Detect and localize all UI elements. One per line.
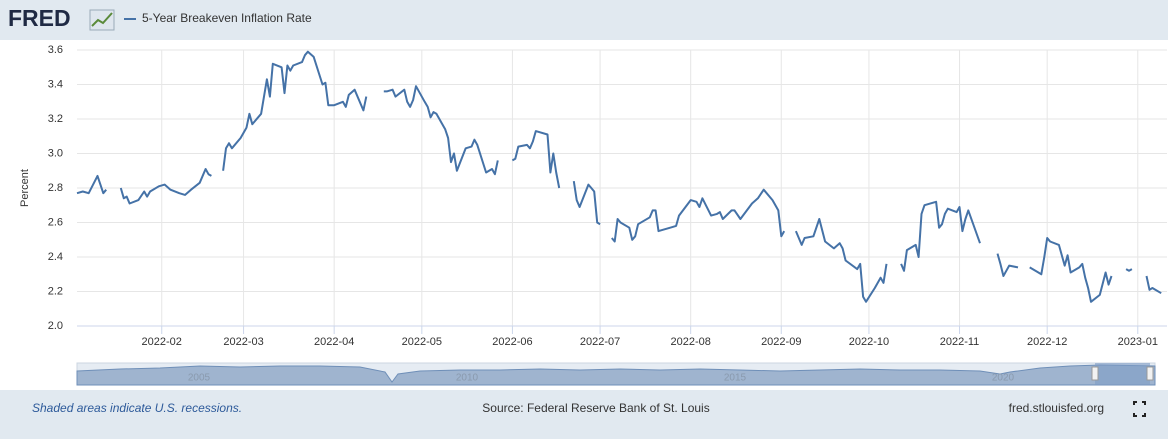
- logo-icon: [89, 9, 115, 31]
- legend-label: 5-Year Breakeven Inflation Rate: [142, 11, 312, 25]
- series-line: [1029, 237, 1113, 303]
- x-tick-label: 2022-07: [580, 336, 620, 348]
- series-line: [1145, 275, 1162, 295]
- series-line: [794, 218, 888, 303]
- y-tick-label: 2.6: [48, 216, 63, 228]
- logo: FRED: [8, 5, 71, 31]
- y-tick-label: 3.6: [48, 44, 63, 56]
- navigator-label: 2010: [456, 373, 479, 384]
- navigator-window[interactable]: [1095, 363, 1150, 385]
- navigator-handle[interactable]: [1146, 366, 1154, 381]
- y-tick-label: 2.8: [48, 182, 63, 194]
- series-line: [572, 180, 601, 226]
- series-line: [222, 50, 368, 171]
- site-link[interactable]: fred.stlouisfed.org: [1009, 401, 1104, 415]
- y-tick-label: 2.2: [48, 285, 63, 297]
- navigator-label: 2015: [724, 373, 747, 384]
- y-tick-label: 3.2: [48, 113, 63, 125]
- navigator-label: 2020: [992, 373, 1015, 384]
- y-axis-label: Percent: [19, 169, 31, 207]
- navigator-area: [76, 364, 1156, 386]
- fullscreen-icon[interactable]: [1133, 401, 1146, 417]
- x-tick-label: 2022-06: [492, 336, 532, 348]
- y-tick-label: 2.4: [48, 251, 63, 263]
- series-line: [119, 168, 212, 205]
- series-line: [1125, 268, 1133, 272]
- x-tick-label: 2023-01: [1118, 336, 1158, 348]
- recession-note: Shaded areas indicate U.S. recessions.: [32, 401, 242, 415]
- y-tick-label: 3.4: [48, 78, 63, 90]
- series-line: [996, 253, 1019, 277]
- series-line: [76, 174, 107, 195]
- x-tick-label: 2022-03: [223, 336, 263, 348]
- series-line: [383, 85, 499, 176]
- x-tick-label: 2022-05: [402, 336, 442, 348]
- x-tick-label: 2022-04: [314, 336, 354, 348]
- plot-panel: [0, 40, 1168, 390]
- series-line: [900, 200, 981, 272]
- y-tick-label: 3.0: [48, 147, 63, 159]
- logo-icon-line: [91, 12, 113, 27]
- source: Source: Federal Reserve Bank of St. Loui…: [482, 401, 709, 415]
- series-line: [511, 130, 561, 189]
- x-tick-label: 2022-10: [849, 336, 889, 348]
- x-tick-label: 2022-09: [761, 336, 801, 348]
- x-tick-label: 2022-12: [1027, 336, 1067, 348]
- series-line: [611, 188, 786, 243]
- x-tick-label: 2022-02: [142, 336, 182, 348]
- navigator-handle[interactable]: [1091, 366, 1099, 381]
- y-tick-label: 2.0: [48, 320, 63, 332]
- x-tick-label: 2022-11: [940, 336, 980, 348]
- x-tick-label: 2022-08: [670, 336, 710, 348]
- navigator-label: 2005: [188, 373, 211, 384]
